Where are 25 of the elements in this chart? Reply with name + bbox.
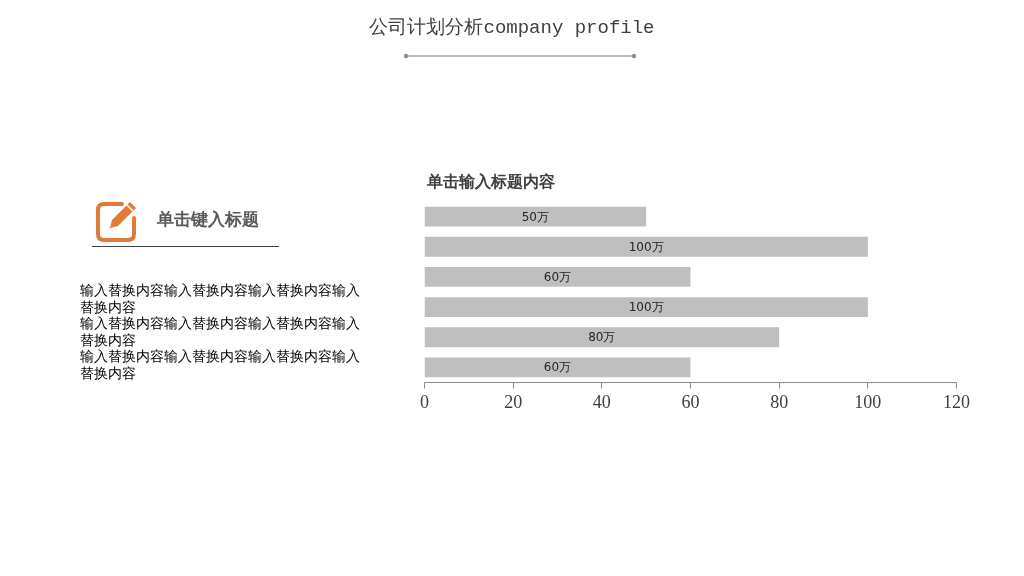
x-tick-label: 80: [770, 391, 789, 412]
text: 输入替换内容输入替换内容输入替换内容输入替换内容: [80, 315, 361, 348]
data-label: 60万: [543, 269, 572, 284]
text: 输入替换内容输入替换内容输入替换内容输入替换内容: [80, 282, 361, 315]
data-label: 100万: [628, 239, 664, 254]
x-tick-label: 40: [592, 391, 611, 412]
bar: [424, 206, 647, 227]
data-label: 80万: [588, 330, 616, 345]
x-tick-label: 100: [854, 391, 882, 412]
data-label: 50万: [521, 209, 549, 224]
bar: [424, 357, 691, 378]
bar: [424, 266, 691, 287]
text: 输入替换内容输入替换内容输入替换内容输入替换内容: [80, 348, 361, 381]
data-label: 100万: [628, 300, 664, 315]
bar: [424, 327, 780, 348]
text: 公司计划分析company profile: [368, 16, 656, 41]
x-tick-label: 60: [681, 391, 700, 412]
bar: [424, 236, 868, 257]
x-tick-label: 20: [504, 391, 523, 412]
bar: [424, 297, 868, 318]
x-tick-label: 0: [420, 391, 429, 412]
data-label: 60万: [543, 360, 572, 375]
text: 单击键入标题: [157, 208, 259, 231]
x-tick-label: 120: [943, 391, 970, 412]
chart-title: 单击输入标题内容: [425, 171, 555, 191]
